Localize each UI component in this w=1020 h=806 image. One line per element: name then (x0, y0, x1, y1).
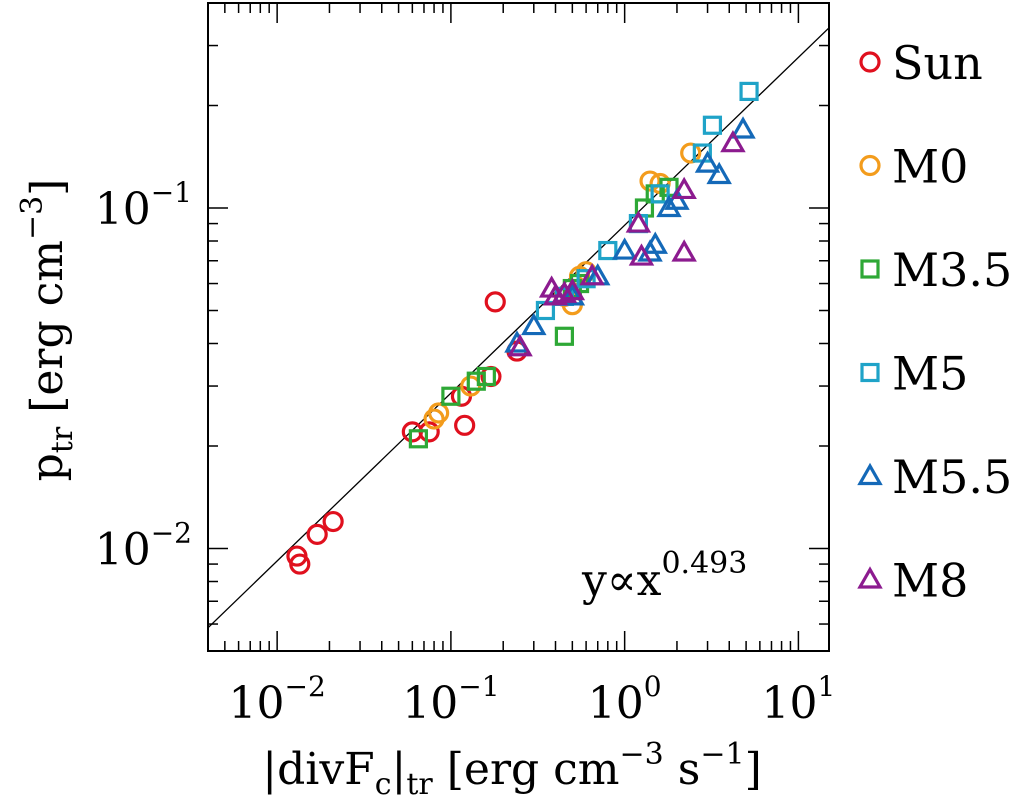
data-point-m0 (428, 402, 450, 424)
plot-frame (207, 2, 830, 652)
data-point-m5-5 (559, 283, 586, 306)
x-tick-label: 10−1 (402, 670, 499, 729)
series-sun (286, 291, 528, 575)
data-point-m5-5 (664, 187, 690, 210)
fit-line (208, 27, 829, 629)
data-point-m5-5 (611, 237, 638, 260)
data-point-m8 (625, 210, 652, 233)
data-point-m8 (671, 176, 697, 200)
legend-label-m5: M5 (892, 347, 968, 401)
data-point-m0 (639, 170, 661, 192)
x-tick-label: 10−2 (229, 670, 326, 729)
data-point-m5 (650, 184, 670, 204)
data-point-m5 (576, 269, 596, 289)
data-point-m8 (579, 263, 605, 286)
legend-marker-m5-5 (857, 462, 883, 486)
legend-label-sun: Sun (892, 36, 983, 90)
legend-marker-m3-5 (860, 259, 880, 279)
data-point-sun (322, 510, 344, 533)
series-m5-5 (504, 116, 756, 353)
data-point-m3-5 (466, 371, 486, 391)
data-point-m8 (507, 334, 533, 357)
legend: Sun M0 M3.5 M5 M5.5 M8 (857, 36, 1012, 608)
y-tick-label: 10−2 (95, 516, 192, 575)
data-point-sun (289, 553, 311, 575)
data-point-m5-5 (730, 116, 756, 139)
legend-marker-m8 (857, 566, 883, 589)
data-point-sun (454, 414, 476, 436)
data-point-m5-5 (642, 231, 669, 254)
data-point-m5 (702, 115, 723, 135)
data-point-m3-5 (476, 366, 496, 387)
data-point-sun (306, 523, 328, 546)
data-point-m8 (542, 283, 569, 306)
plot-area: 10−2 10−1 100 101 10−2 10−1 (95, 2, 835, 729)
legend-marker-m0 (859, 154, 881, 177)
data-point-m3-5 (554, 326, 574, 346)
data-point-m8 (551, 280, 578, 303)
data-point-m5 (739, 81, 759, 102)
data-point-m8 (720, 129, 746, 153)
data-point-m8 (559, 277, 586, 301)
x-tick-label: 100 (588, 670, 662, 729)
legend-label-m5-5: M5.5 (892, 450, 1012, 504)
y-tick-label: 10−1 (95, 176, 192, 235)
data-point-m0 (680, 142, 702, 164)
legend-label-m3-5: M3.5 (892, 243, 1012, 297)
x-tick-label: 101 (761, 670, 835, 729)
legend-marker-m5 (860, 362, 880, 383)
legend-marker-sun (859, 51, 881, 73)
y-axis-label: ptr [erg cm−3] (15, 179, 80, 482)
data-point-m5-5 (706, 161, 732, 185)
data-point-m3-5 (408, 429, 428, 449)
fit-annotation: y∝x0.493 (581, 546, 747, 606)
data-point-sun (484, 291, 506, 313)
data-point-m5-5 (694, 150, 721, 173)
series-m3-5 (408, 177, 679, 449)
series-m8 (507, 129, 746, 357)
legend-label-m8: M8 (892, 554, 968, 608)
data-point-m8 (671, 239, 697, 262)
legend-label-m0: M0 (892, 140, 968, 194)
data-point-m3-5 (441, 386, 461, 406)
data-point-m5-5 (521, 312, 547, 336)
data-point-m8 (628, 243, 655, 266)
data-point-m5 (598, 240, 618, 261)
x-axis-label: |divFc|tr [erg cm−3 s−1] (262, 737, 761, 802)
